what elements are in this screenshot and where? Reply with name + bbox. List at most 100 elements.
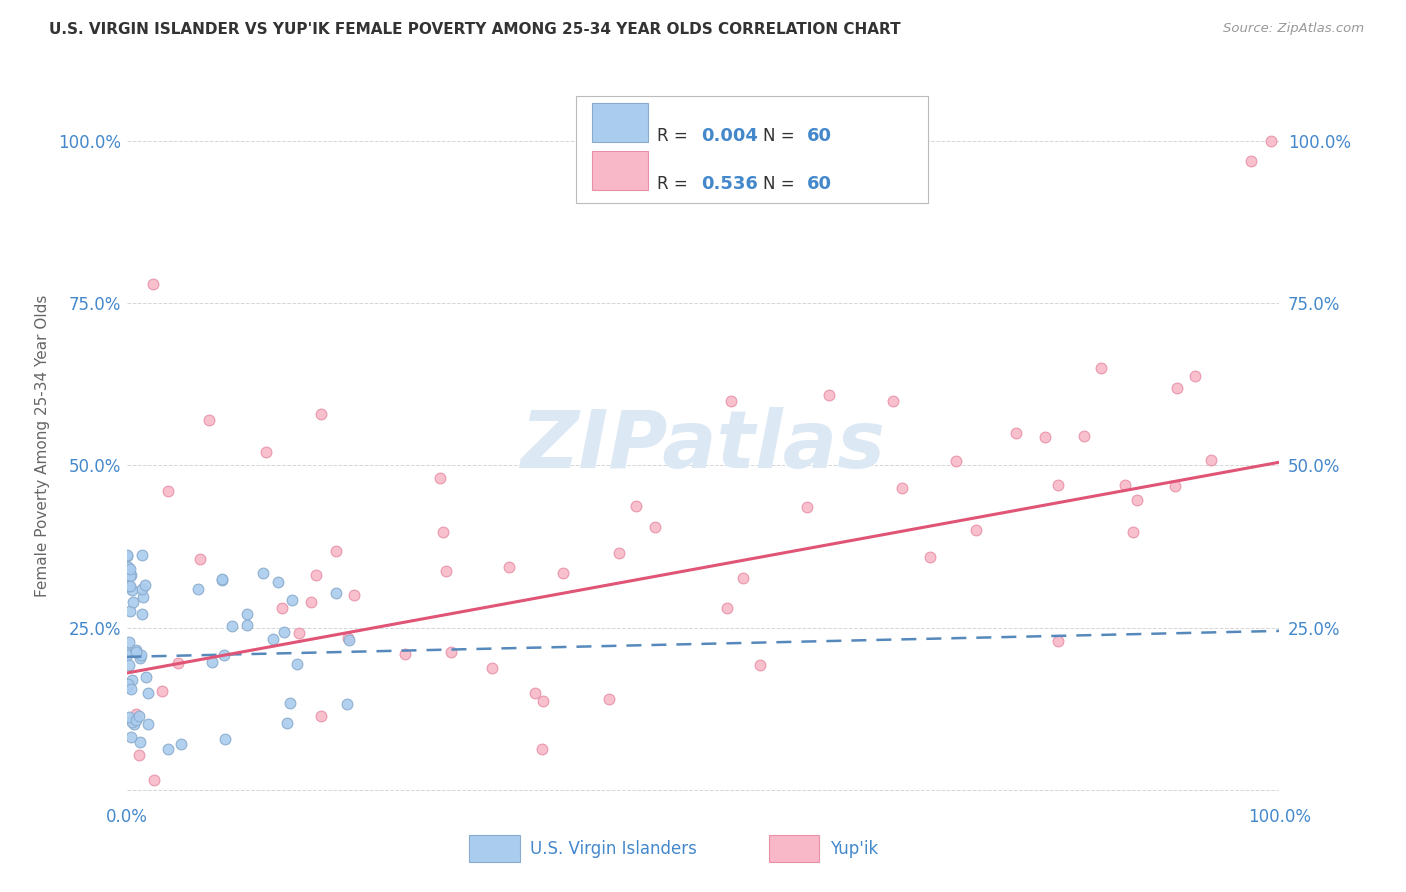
Point [131,548,153,562]
Point [818,387,841,401]
Point [117,578,139,592]
Point [236,617,259,632]
Point [156,484,179,499]
Point [434,564,457,578]
Point [211,574,233,588]
Point [278,696,301,710]
Point [716,600,738,615]
Point [598,692,620,706]
Point [288,625,311,640]
Point [120,604,142,618]
Point [129,735,152,749]
Point [299,595,322,609]
Point [336,698,359,712]
Point [118,657,141,672]
Point [1046,633,1069,648]
Point [1199,453,1222,467]
Text: N =: N = [763,176,800,194]
Point [121,730,143,744]
Point [121,582,143,597]
Point [115,680,138,694]
Text: 0.004: 0.004 [700,128,758,145]
Point [311,407,333,421]
Point [429,471,451,485]
Point [128,708,150,723]
Point [211,572,233,586]
Point [1184,369,1206,384]
Point [309,708,332,723]
Point [524,686,547,700]
Point [891,481,914,495]
Point [132,590,155,604]
Point [1073,429,1095,443]
Point [281,592,304,607]
Point [128,747,150,762]
Point [125,707,148,722]
Point [918,549,941,564]
Point [273,624,295,639]
Point [965,523,987,537]
FancyBboxPatch shape [576,96,928,203]
Point [121,673,143,687]
Point [120,578,142,592]
Text: N =: N = [763,128,800,145]
Point [796,500,818,515]
Text: R =: R = [657,128,693,145]
Point [1114,478,1136,492]
Point [337,632,360,646]
FancyBboxPatch shape [592,152,648,190]
Point [337,633,360,648]
Text: 60: 60 [807,176,832,194]
Point [276,716,298,731]
Point [125,714,148,728]
Point [1240,153,1263,168]
Point [214,732,236,747]
Point [1122,525,1144,540]
Point [267,575,290,590]
Point [551,566,574,580]
Point [733,571,755,585]
Point [252,566,274,580]
Text: 60: 60 [807,128,832,145]
Point [120,567,142,582]
Point [1164,478,1187,492]
Point [115,549,138,563]
Point [945,454,967,468]
Point [1005,425,1028,440]
FancyBboxPatch shape [769,835,820,862]
Point [197,413,219,427]
Point [325,586,347,600]
Point [150,684,173,698]
Point [142,277,165,291]
Point [120,569,142,583]
Point [498,560,520,574]
Point [121,715,143,730]
Point [118,709,141,723]
Point [170,737,193,751]
Point [644,520,666,534]
Point [1166,381,1188,395]
Point [117,559,139,574]
Point [432,524,454,539]
Point [1260,134,1282,148]
Text: U.S. Virgin Islanders: U.S. Virgin Islanders [530,840,697,858]
Point [135,670,157,684]
Point [305,567,328,582]
FancyBboxPatch shape [592,103,648,142]
Point [1126,492,1149,507]
Point [131,582,153,597]
Point [117,676,139,690]
Point [1090,361,1112,376]
Point [262,632,284,646]
Point [118,635,141,649]
Point [394,647,416,661]
Point [254,445,277,459]
Point [1035,430,1057,444]
Point [720,393,742,408]
Point [167,657,190,671]
Point [325,544,347,558]
Point [212,648,235,662]
Point [481,661,503,675]
Point [1046,478,1069,492]
Text: Yup'ik: Yup'ik [830,840,879,858]
